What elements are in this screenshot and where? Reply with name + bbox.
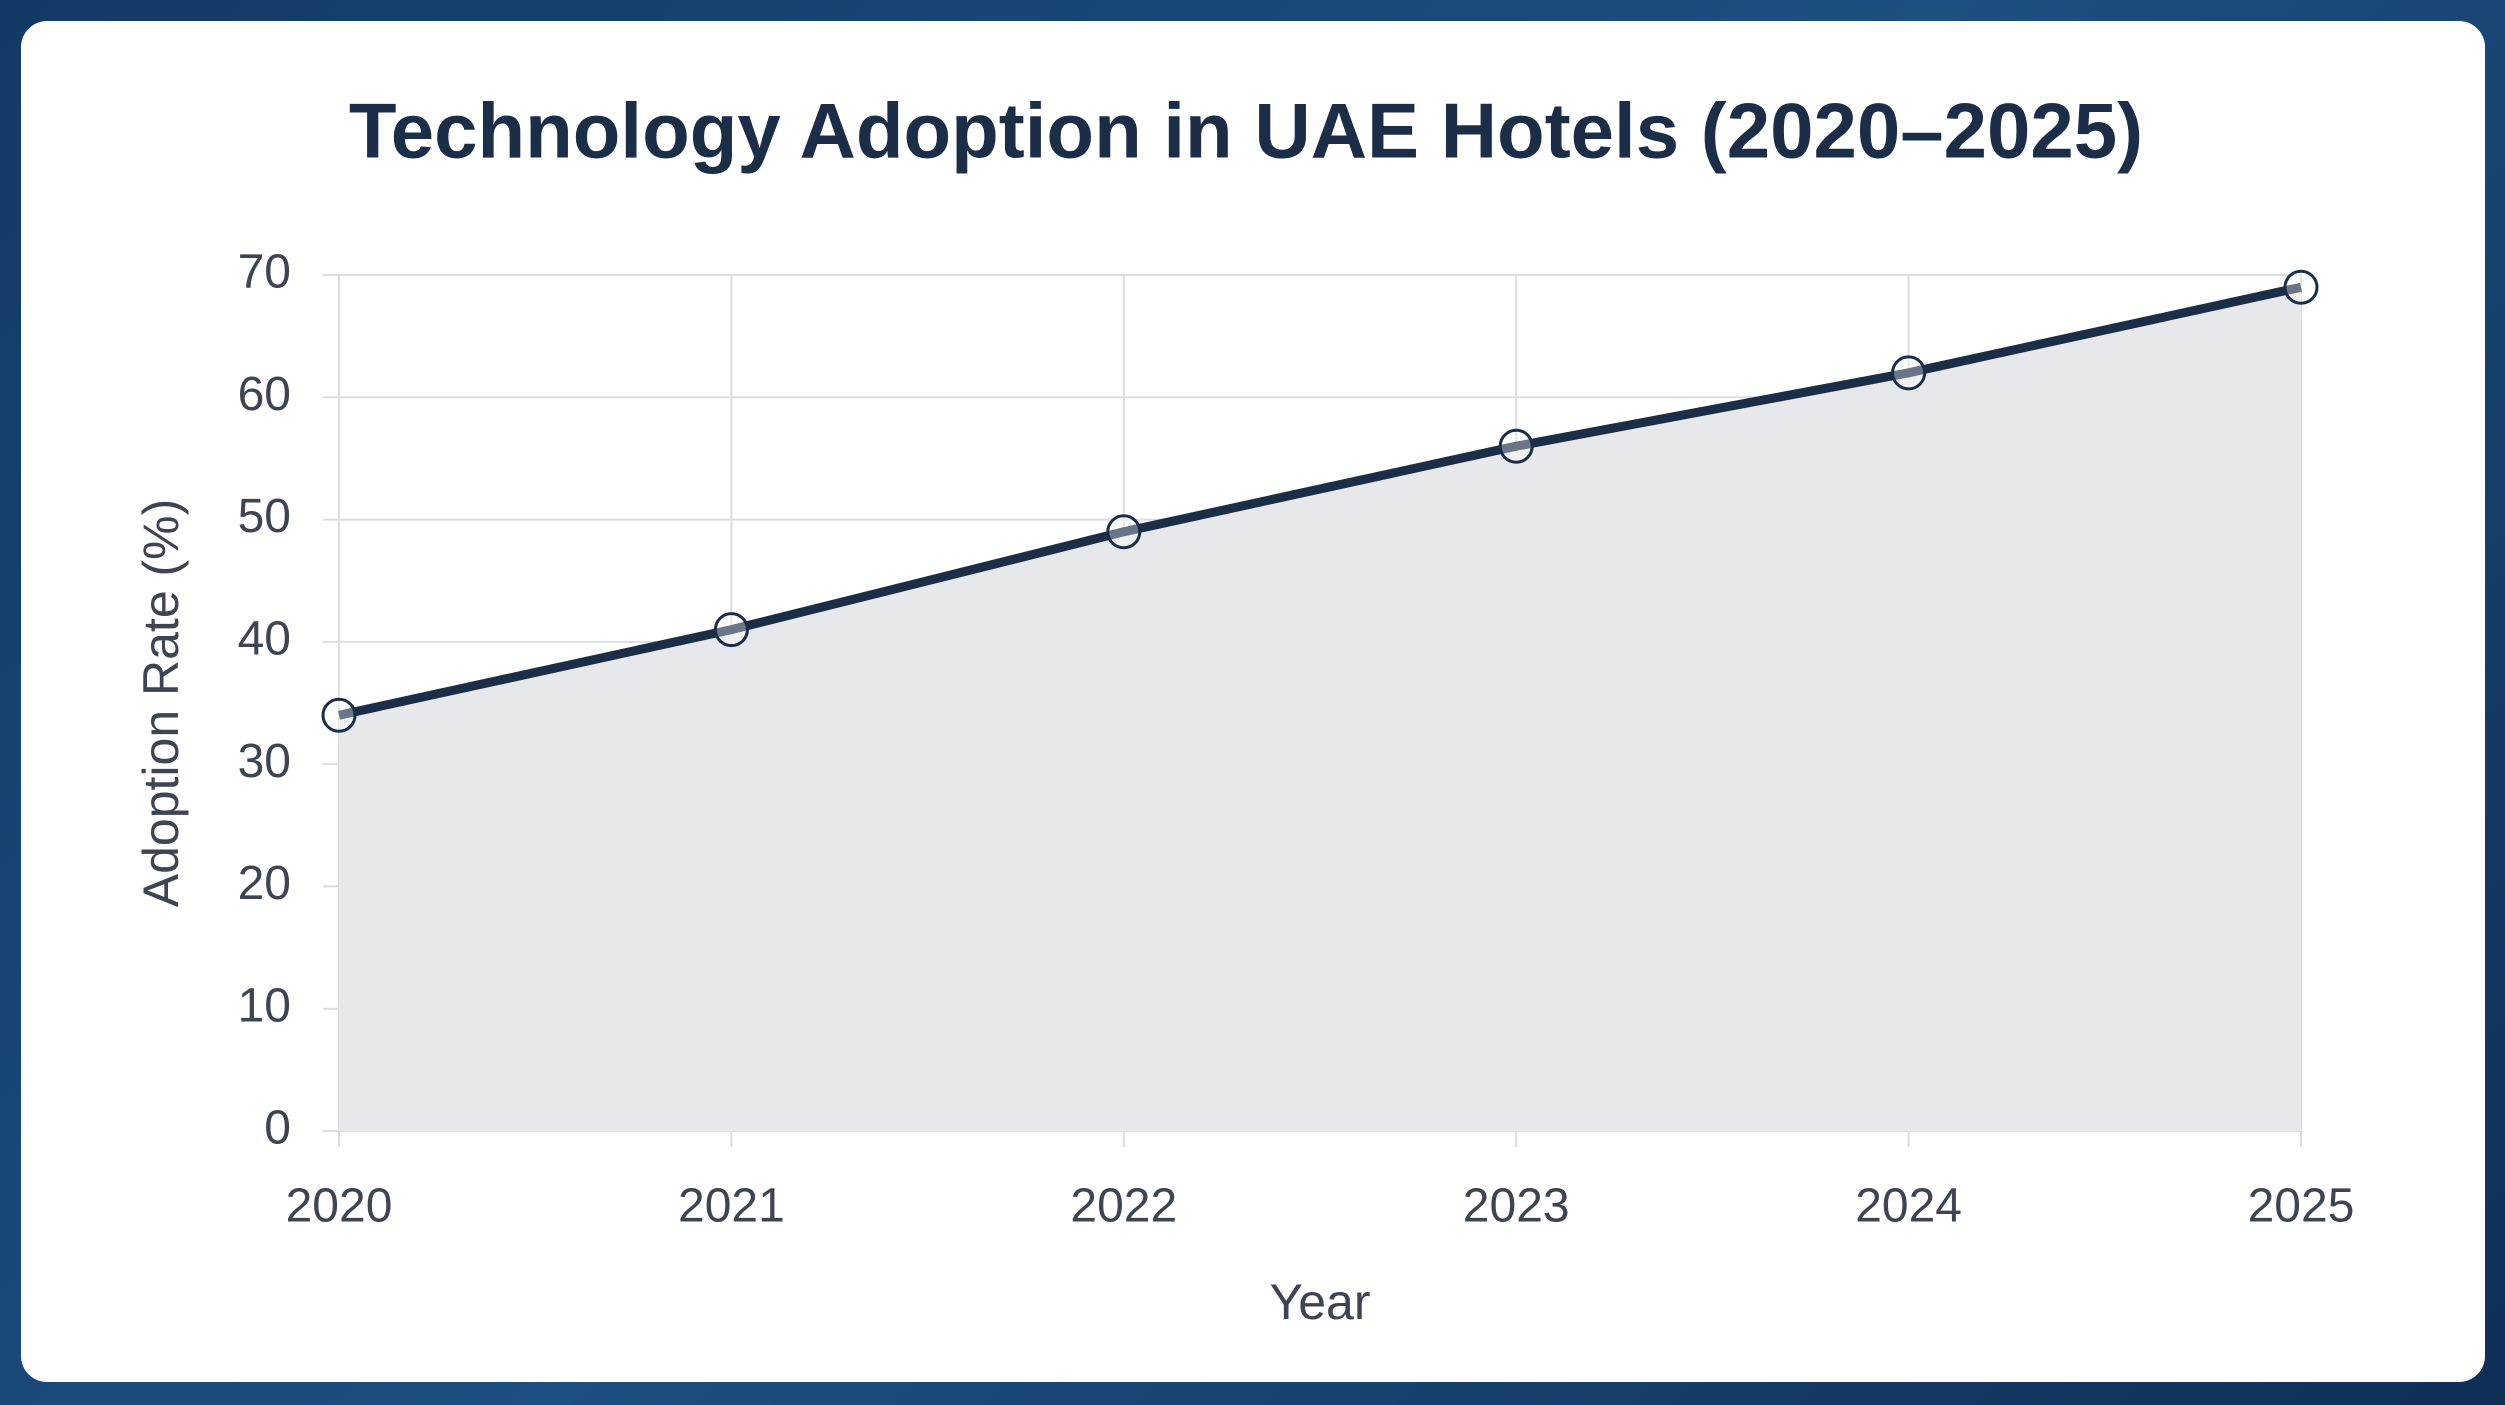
y-tick-label: 40 (238, 613, 291, 666)
point (1106, 514, 1142, 550)
x-tick-label: 2023 (1463, 1180, 1570, 1233)
point (2283, 269, 2319, 305)
point (713, 612, 749, 648)
x-axis-title: Year (1269, 1274, 1370, 1330)
point (1498, 428, 1534, 464)
chart-title: Technology Adoption in UAE Hotels (2020–… (349, 87, 2143, 175)
y-axis-title: Adoption Rate (%) (133, 499, 189, 908)
x-tick-label: 2025 (2248, 1180, 2355, 1233)
y-tick-label: 30 (238, 735, 291, 788)
x-tick-label: 2020 (286, 1180, 393, 1233)
y-tick-label: 20 (238, 857, 291, 910)
point (321, 697, 357, 733)
y-tick-label: 70 (238, 246, 291, 299)
x-tick-label: 2022 (1070, 1180, 1177, 1233)
y-tick-label: 50 (238, 490, 291, 543)
area (339, 287, 2301, 1131)
line (338, 282, 2302, 720)
x-tick-label: 2024 (1855, 1180, 1962, 1233)
y-tick-label: 60 (238, 368, 291, 421)
y-tick-label: 0 (264, 1102, 291, 1155)
y-tick-label: 10 (238, 979, 291, 1032)
point (1891, 355, 1927, 391)
x-tick-label: 2021 (678, 1180, 785, 1233)
